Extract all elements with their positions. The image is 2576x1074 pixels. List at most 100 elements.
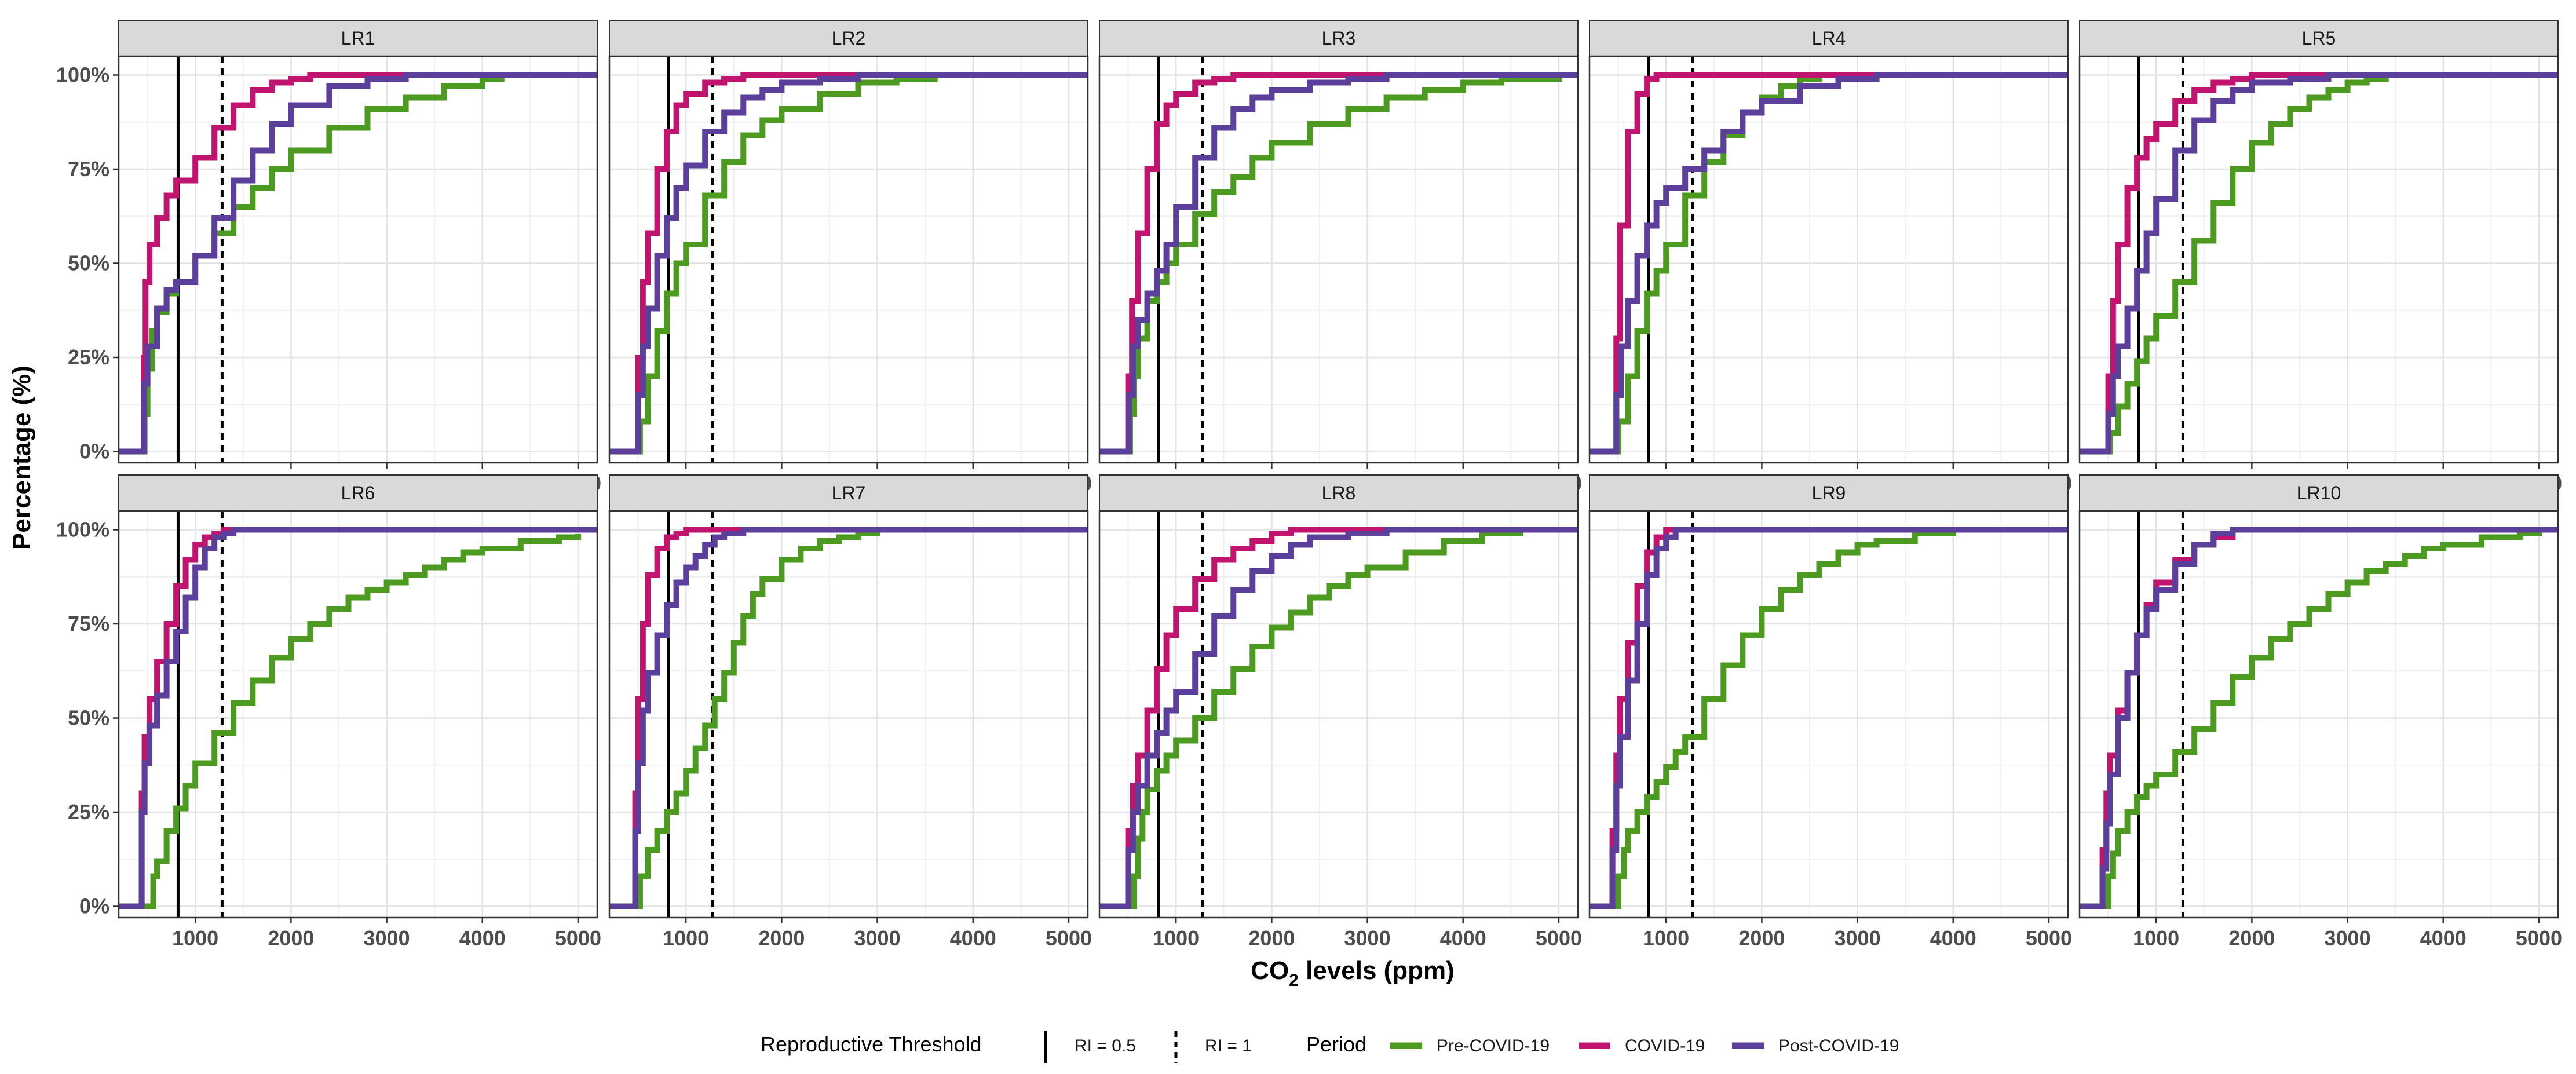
- series-line-pre: [609, 72, 1088, 455]
- series-line-post: [1590, 527, 2068, 909]
- x-tick-label: 5000: [1046, 926, 1092, 950]
- series-line-pre: [119, 534, 581, 909]
- y-tick-label: 75%: [68, 157, 109, 181]
- legend-covid-label: COVID-19: [1625, 1036, 1705, 1055]
- plot-area: [1590, 56, 2068, 463]
- facet-strip-label: LR3: [1322, 28, 1356, 49]
- x-tick-label: 3000: [364, 926, 410, 950]
- x-axis-title-subscript: 2: [1289, 971, 1299, 990]
- legend-threshold-title: Reproductive Threshold: [761, 1032, 982, 1056]
- facet-strip: [609, 20, 1088, 57]
- legend-ri1-label: RI = 1: [1205, 1036, 1252, 1055]
- x-tick-label: 5000: [2516, 926, 2562, 950]
- facet-strip-label: LR7: [832, 483, 866, 503]
- facet-panel-lr8: LR8 1000 2000 3000 4000 5000: [1098, 474, 1582, 950]
- series-line-post: [119, 72, 597, 455]
- panel-border: [608, 55, 1089, 464]
- gridlines: [1590, 56, 2068, 463]
- plot-area: [609, 511, 1088, 918]
- legend: Reproductive Threshold RI = 0.5 RI = 1 P…: [761, 1031, 1899, 1063]
- series-line-post: [1099, 72, 1578, 455]
- plot-area: [119, 56, 597, 463]
- series-line-post: [1099, 527, 1578, 909]
- panel-border: [608, 510, 1089, 919]
- x-axis-title: CO2 levels (ppm): [1251, 956, 1455, 990]
- x-tick-label: 2000: [1248, 926, 1295, 950]
- legend-ri05-label: RI = 0.5: [1075, 1036, 1136, 1055]
- x-axis-title-main: CO: [1251, 956, 1289, 985]
- y-tick-label: 75%: [68, 612, 109, 635]
- facets-layer: LR10%25%50%75%100%10002000300040005000LR…: [56, 20, 2562, 950]
- panel-border: [118, 510, 598, 919]
- series-line-pre: [2080, 527, 2558, 909]
- facet-panel-lr2: LR210002000300040005000: [608, 20, 1092, 495]
- series-line-pre: [1099, 527, 1578, 909]
- facet-strip-label: LR5: [2302, 28, 2336, 49]
- y-tick-label: 50%: [68, 706, 109, 730]
- legend-pre-label: Pre-COVID-19: [1437, 1036, 1550, 1055]
- facet-strip: [118, 474, 598, 512]
- legend-post-label: Post-COVID-19: [1778, 1036, 1899, 1055]
- facet-strip: [118, 20, 598, 57]
- plot-area: [1099, 56, 1578, 463]
- series-line-post: [609, 527, 1088, 909]
- facet-panel-lr9: LR9 1000 2000 3000 4000 5000: [1588, 474, 2072, 950]
- x-tick-label: 3000: [1835, 926, 1881, 950]
- facet-panel-lr3: LR310002000300040005000: [1098, 20, 1582, 495]
- facet-strip-label: LR10: [2297, 483, 2341, 503]
- x-tick-label: 5000: [555, 926, 601, 950]
- series-line-covid: [1590, 527, 2068, 909]
- facet-panel-lr7: LR7 1000 2000 3000 4000 5000: [608, 474, 1092, 950]
- x-tick-label: 4000: [1440, 926, 1486, 950]
- series-line-post: [2080, 72, 2558, 455]
- facet-panel-lr6: LR6 0% 25% 50% 75% 100% 1000 2000 3000 4000 5000: [56, 474, 601, 950]
- facet-strip-label: LR2: [832, 28, 866, 49]
- series-line-pre: [2080, 72, 2558, 455]
- y-tick-label: 50%: [68, 251, 109, 275]
- facet-panel-lr10: LR10 1000 2000 3000 4000 5000: [2078, 474, 2562, 950]
- series-line-post: [1590, 72, 2068, 455]
- x-tick-label: 5000: [2026, 926, 2072, 950]
- series-line-pre: [1099, 72, 1578, 455]
- facet-strip-label: LR8: [1322, 483, 1356, 503]
- plot-area: [2080, 56, 2558, 463]
- panel-border: [1098, 510, 1579, 919]
- y-tick-label: 25%: [68, 800, 109, 824]
- plot-area: [2080, 511, 2558, 918]
- panel-border: [1588, 510, 2069, 919]
- x-tick-label: 3000: [854, 926, 901, 950]
- series-line-covid: [1099, 527, 1578, 909]
- y-tick-label: 100%: [56, 63, 109, 87]
- x-tick-label: 2000: [758, 926, 805, 950]
- facet-panel-lr5: LR510002000300040005000: [2078, 20, 2562, 495]
- plot-area: [1590, 511, 2068, 918]
- x-tick-label: 5000: [1536, 926, 1582, 950]
- legend-period-title: Period: [1306, 1032, 1366, 1056]
- facet-strip: [609, 474, 1088, 512]
- x-tick-label: 4000: [2420, 926, 2467, 950]
- x-tick-label: 4000: [1930, 926, 1976, 950]
- series-line-post: [609, 72, 1088, 455]
- y-axis-title: Percentage (%): [8, 366, 36, 550]
- x-tick-label: 1000: [2133, 926, 2179, 950]
- series-line-covid: [2080, 72, 2558, 455]
- panel-border: [1098, 55, 1579, 464]
- x-tick-label: 1000: [172, 926, 218, 950]
- series-line-pre: [609, 527, 1088, 909]
- series-line-post: [119, 527, 597, 909]
- x-tick-label: 1000: [1643, 926, 1689, 950]
- x-tick-label: 4000: [459, 926, 506, 950]
- plot-area: [1099, 511, 1578, 918]
- facet-strip: [1099, 20, 1579, 57]
- facet-panel-lr4: LR410002000300040005000: [1588, 20, 2072, 495]
- y-tick-label: 25%: [68, 345, 109, 369]
- series-line-post: [2080, 527, 2558, 909]
- x-tick-label: 1000: [1153, 926, 1199, 950]
- x-tick-label: 2000: [268, 926, 314, 950]
- y-tick-label: 100%: [56, 518, 109, 542]
- panel-border: [2078, 55, 2559, 464]
- x-tick-label: 2000: [2228, 926, 2275, 950]
- y-tick-label: 0%: [79, 440, 109, 463]
